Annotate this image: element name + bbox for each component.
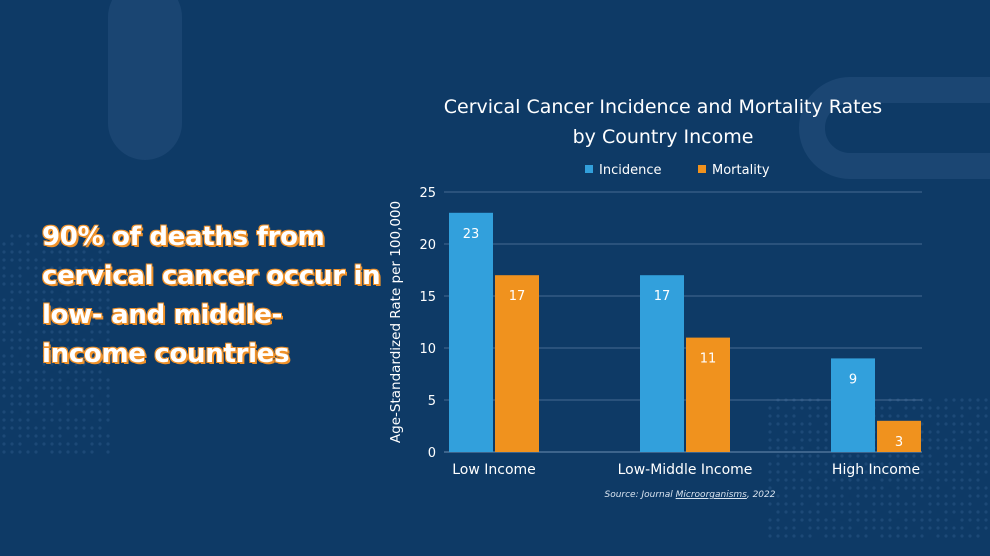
headline: 90% of deaths from cervical cancer occur… bbox=[42, 222, 381, 369]
bar-low-middle-income-incidence bbox=[640, 275, 684, 452]
x-tick-label-high-income: High Income bbox=[832, 462, 920, 478]
data-label-low-middle-income-incidence: 17 bbox=[654, 289, 671, 304]
y-tick-label-15: 15 bbox=[419, 290, 436, 305]
source-note: Source: Journal Microorganisms, 2022 bbox=[540, 490, 840, 500]
legend-swatch-incidence bbox=[585, 165, 593, 173]
background-dot-pattern bbox=[2, 234, 110, 454]
source-journal-link[interactable]: Microorganisms bbox=[675, 490, 747, 500]
data-label-high-income-incidence: 9 bbox=[849, 372, 857, 387]
chart-title-line-1: Cervical Cancer Incidence and Mortality … bbox=[444, 96, 882, 118]
y-tick-label-5: 5 bbox=[428, 394, 436, 409]
bar-high-income-mortality bbox=[877, 420, 921, 452]
bar-low-middle-income-mortality bbox=[686, 337, 730, 452]
data-label-low-income-incidence: 23 bbox=[463, 227, 480, 242]
data-label-high-income-mortality: 3 bbox=[895, 435, 903, 450]
data-label-low-income-mortality: 17 bbox=[509, 289, 526, 304]
legend-label-incidence: Incidence bbox=[599, 163, 661, 178]
chart-title-line-2: by Country Income bbox=[573, 126, 754, 148]
source-suffix: , 2022 bbox=[746, 490, 776, 500]
x-tick-label-low-middle-income: Low-Middle Income bbox=[618, 462, 753, 478]
y-tick-label-0: 0 bbox=[428, 446, 436, 461]
bar-low-income-mortality bbox=[495, 275, 539, 452]
y-tick-label-20: 20 bbox=[419, 238, 436, 253]
data-label-low-middle-income-mortality: 11 bbox=[700, 352, 717, 367]
source-prefix: Source: Journal bbox=[604, 490, 676, 500]
background-arc-shape bbox=[799, 77, 990, 179]
legend-label-mortality: Mortality bbox=[712, 163, 770, 178]
y-axis-label: Age-Standardized Rate per 100,000 bbox=[388, 201, 404, 443]
y-tick-label-25: 25 bbox=[419, 186, 436, 201]
y-tick-label-10: 10 bbox=[419, 342, 436, 357]
bar-low-income-incidence bbox=[449, 212, 493, 452]
bar-high-income-incidence bbox=[831, 358, 875, 452]
background-pill-shape bbox=[108, 0, 182, 160]
legend-swatch-mortality bbox=[698, 165, 706, 173]
x-tick-label-low-income: Low Income bbox=[452, 462, 536, 478]
